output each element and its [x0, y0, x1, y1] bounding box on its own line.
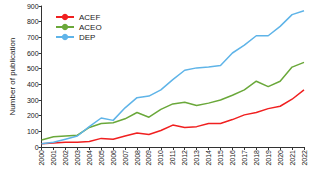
svg-text:2003: 2003: [74, 150, 81, 166]
svg-text:2014: 2014: [205, 150, 212, 166]
svg-text:500: 500: [27, 65, 39, 72]
svg-text:DEP: DEP: [79, 33, 95, 42]
svg-text:2019: 2019: [265, 150, 272, 166]
svg-text:2008: 2008: [134, 150, 141, 166]
svg-text:2013: 2013: [193, 150, 200, 166]
svg-text:2022: 2022: [301, 150, 308, 166]
svg-text:2020: 2020: [277, 150, 284, 166]
svg-text:700: 700: [27, 34, 39, 41]
svg-text:100: 100: [27, 128, 39, 135]
svg-text:2002: 2002: [62, 150, 69, 166]
svg-text:2016: 2016: [229, 150, 236, 166]
svg-text:2011: 2011: [169, 150, 176, 165]
svg-text:2000: 2000: [38, 150, 45, 166]
svg-text:900: 900: [27, 3, 39, 10]
svg-text:0: 0: [35, 144, 39, 151]
svg-text:400: 400: [27, 81, 39, 88]
svg-text:2004: 2004: [86, 150, 93, 166]
svg-text:2005: 2005: [98, 150, 105, 166]
svg-text:2012: 2012: [181, 150, 188, 166]
svg-text:2018: 2018: [253, 150, 260, 166]
svg-text:2015: 2015: [217, 150, 224, 166]
svg-text:2007: 2007: [122, 150, 129, 166]
svg-text:Number of publication: Number of publication: [8, 38, 17, 116]
svg-text:300: 300: [27, 97, 39, 104]
svg-text:600: 600: [27, 50, 39, 57]
svg-text:2009: 2009: [145, 150, 152, 166]
svg-text:ACEF: ACEF: [79, 13, 100, 22]
svg-text:2010: 2010: [157, 150, 164, 166]
svg-text:800: 800: [27, 18, 39, 25]
svg-text:200: 200: [27, 112, 39, 119]
svg-text:2006: 2006: [110, 150, 117, 166]
svg-text:2021: 2021: [289, 150, 296, 166]
svg-text:2017: 2017: [241, 150, 248, 166]
svg-text:ACEO: ACEO: [79, 23, 102, 32]
svg-text:2001: 2001: [50, 150, 57, 166]
